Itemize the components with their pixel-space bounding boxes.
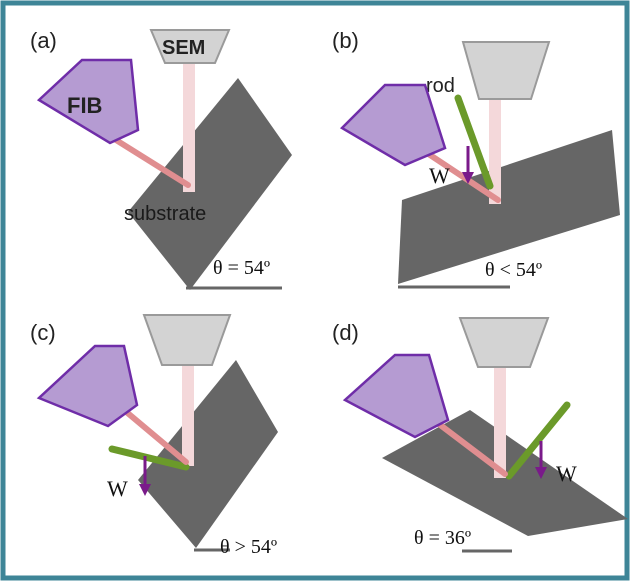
panel-c-rod bbox=[108, 445, 190, 471]
panel-d-fib-gun bbox=[342, 353, 450, 439]
panel-d: (d) W θ = 36º bbox=[332, 317, 628, 553]
panel-b-fib-gun bbox=[339, 83, 447, 167]
panel-c-theta-label: θ > 54º bbox=[220, 536, 277, 558]
panel-c-weight-label: W bbox=[107, 476, 128, 501]
panel-c-sem-column bbox=[142, 314, 232, 366]
panel-c-substrate bbox=[138, 360, 278, 548]
panel-a-sem-column bbox=[149, 29, 231, 64]
panel-b-sem-column bbox=[461, 41, 551, 100]
panel-a: (a) SEM FIB substrate θ = 54º bbox=[30, 28, 292, 290]
panel-a-fib-label: FIB bbox=[67, 93, 102, 118]
panel-a-label: (a) bbox=[30, 28, 57, 53]
panel-b-sem-beam bbox=[489, 100, 501, 204]
panel-d-theta-label: θ = 36º bbox=[414, 527, 471, 549]
panel-d-weight-arrowhead bbox=[535, 467, 547, 479]
panel-b-rod bbox=[454, 94, 494, 190]
panel-d-rod bbox=[505, 401, 571, 480]
panel-a-theta-label: θ = 54º bbox=[213, 257, 270, 279]
panel-d-weight-label: W bbox=[556, 461, 577, 486]
panel-d-sem-beam bbox=[494, 368, 506, 478]
panel-a-fib-beam bbox=[113, 137, 191, 188]
panel-b-substrate bbox=[398, 130, 620, 284]
panel-d-sem-column bbox=[458, 317, 550, 368]
panel-a-fib-gun bbox=[36, 58, 140, 145]
panel-c: (c) W θ > 54º bbox=[30, 314, 278, 558]
panel-a-sem-beam bbox=[183, 64, 195, 192]
panel-c-fib-beam bbox=[121, 407, 189, 465]
panel-a-sem-label: SEM bbox=[162, 37, 205, 59]
panel-b: (b) rod W θ < 54º bbox=[332, 28, 620, 289]
panel-c-label: (c) bbox=[30, 320, 56, 345]
panel-a-substrate bbox=[128, 78, 292, 290]
panel-d-fib-beam bbox=[428, 415, 508, 477]
panel-b-fib-beam bbox=[421, 148, 501, 203]
panel-b-label: (b) bbox=[332, 28, 359, 53]
panel-c-sem-beam bbox=[182, 366, 194, 466]
panel-b-theta-label: θ < 54º bbox=[485, 259, 542, 281]
panel-b-weight-arrowhead bbox=[462, 172, 474, 184]
panel-a-substrate-label: substrate bbox=[124, 203, 206, 225]
panel-c-weight-arrowhead bbox=[139, 484, 151, 496]
panel-b-rod-label: rod bbox=[426, 75, 455, 97]
panel-b-weight-label: W bbox=[429, 163, 450, 188]
panel-d-label: (d) bbox=[332, 320, 359, 345]
panel-c-fib-gun bbox=[36, 344, 139, 428]
